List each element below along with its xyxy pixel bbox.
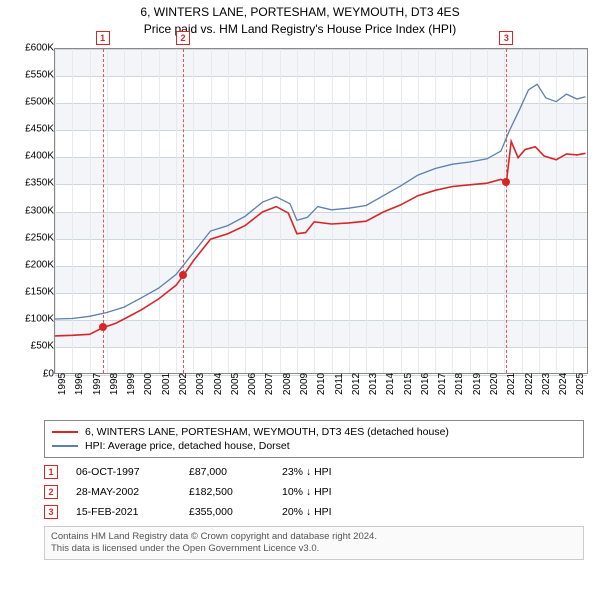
y-axis-label: £500K <box>25 96 54 107</box>
x-axis-label: 1997 <box>92 372 103 394</box>
y-axis-label: £400K <box>25 151 54 162</box>
x-axis-label: 2024 <box>558 372 569 394</box>
event-marker <box>99 323 107 331</box>
x-axis-label: 2014 <box>385 372 396 394</box>
y-axis-label: £600K <box>25 42 54 53</box>
event-row-delta: 20% ↓ HPI <box>282 506 332 518</box>
x-axis-label: 1995 <box>57 372 68 394</box>
footer-line2: This data is licensed under the Open Gov… <box>51 543 577 555</box>
events-table: 1 06-OCT-1997 £87,000 23% ↓ HPI 2 28-MAY-2002… <box>44 462 584 522</box>
event-row-date: 28-MAY-2002 <box>76 486 171 498</box>
event-row-date: 15-FEB-2021 <box>76 506 171 518</box>
event-row-delta: 23% ↓ HPI <box>282 466 332 478</box>
event-row-badge: 2 <box>44 485 58 499</box>
x-axis-label: 1996 <box>74 372 85 394</box>
x-axis-label: 2012 <box>351 372 362 394</box>
footer-licence: Contains HM Land Registry data © Crown c… <box>44 526 584 561</box>
y-axis-label: £550K <box>25 69 54 80</box>
title-address: 6, WINTERS LANE, PORTESHAM, WEYMOUTH, DT… <box>6 4 594 21</box>
event-row-price: £182,500 <box>189 486 264 498</box>
x-axis-label: 2013 <box>368 372 379 394</box>
x-axis-label: 2009 <box>299 372 310 394</box>
footer-line1: Contains HM Land Registry data © Crown c… <box>51 531 577 543</box>
x-axis-label: 2011 <box>334 373 345 395</box>
y-axis-label: £250K <box>25 232 54 243</box>
x-axis-label: 2017 <box>437 372 448 394</box>
x-axis-label: 2016 <box>420 372 431 394</box>
legend-swatch-property <box>52 431 78 433</box>
y-axis-label: £100K <box>25 314 54 325</box>
x-axis-label: 2006 <box>247 372 258 394</box>
x-axis-label: 2018 <box>454 372 465 394</box>
event-badge: 1 <box>96 31 110 45</box>
y-axis-label: £150K <box>25 287 54 298</box>
x-axis-label: 2015 <box>403 372 414 394</box>
plot-area: 123 <box>54 48 588 374</box>
x-axis-label: 2007 <box>264 372 275 394</box>
event-row-delta: 10% ↓ HPI <box>282 486 332 498</box>
event-row-price: £355,000 <box>189 506 264 518</box>
x-axis-label: 2019 <box>472 372 483 394</box>
x-axis-label: 2020 <box>489 372 500 394</box>
x-axis-label: 2010 <box>316 372 327 394</box>
chart-area: 123 £0 £50K £100K £150K £200K £250K £300K £350K… <box>6 44 594 414</box>
x-axis-label: 2003 <box>195 372 206 394</box>
legend-label-hpi: HPI: Average price, detached house, Dors… <box>85 440 290 452</box>
event-row: 2 28-MAY-2002 £182,500 10% ↓ HPI <box>44 482 584 502</box>
x-axis-label: 2005 <box>230 372 241 394</box>
x-axis-label: 1998 <box>109 372 120 394</box>
event-line <box>183 49 184 373</box>
y-axis-label: £350K <box>25 178 54 189</box>
event-row: 1 06-OCT-1997 £87,000 23% ↓ HPI <box>44 462 584 482</box>
event-marker <box>179 271 187 279</box>
x-axis-label: 2022 <box>524 372 535 394</box>
event-marker <box>502 178 510 186</box>
x-axis-label: 2004 <box>213 372 224 394</box>
event-row: 3 15-FEB-2021 £355,000 20% ↓ HPI <box>44 502 584 522</box>
event-row-price: £87,000 <box>189 466 264 478</box>
x-axis-label: 2002 <box>178 372 189 394</box>
legend-row-hpi: HPI: Average price, detached house, Dors… <box>52 439 576 453</box>
y-axis-label: £300K <box>25 205 54 216</box>
x-axis-label: 2023 <box>541 372 552 394</box>
x-axis-label: 2025 <box>575 372 586 394</box>
legend-label-property: 6, WINTERS LANE, PORTESHAM, WEYMOUTH, DT… <box>85 426 449 438</box>
event-badge: 2 <box>176 31 190 45</box>
event-line <box>506 49 507 373</box>
y-axis-label: £50K <box>31 341 54 352</box>
legend-row-property: 6, WINTERS LANE, PORTESHAM, WEYMOUTH, DT… <box>52 425 576 439</box>
y-axis-label: £200K <box>25 259 54 270</box>
legend: 6, WINTERS LANE, PORTESHAM, WEYMOUTH, DT… <box>44 420 584 458</box>
series-svg <box>55 49 589 375</box>
chart-container: 6, WINTERS LANE, PORTESHAM, WEYMOUTH, DT… <box>0 0 600 568</box>
x-axis-label: 2021 <box>506 372 517 394</box>
event-badge: 3 <box>499 31 513 45</box>
x-axis-label: 1999 <box>126 372 137 394</box>
y-axis-label: £0 <box>43 368 54 379</box>
x-axis-label: 2001 <box>161 372 172 394</box>
event-row-badge: 1 <box>44 465 58 479</box>
y-axis-label: £450K <box>25 124 54 135</box>
x-axis-label: 2008 <box>282 372 293 394</box>
event-row-date: 06-OCT-1997 <box>76 466 171 478</box>
legend-swatch-hpi <box>52 445 78 447</box>
event-row-badge: 3 <box>44 505 58 519</box>
x-axis-label: 2000 <box>143 372 154 394</box>
